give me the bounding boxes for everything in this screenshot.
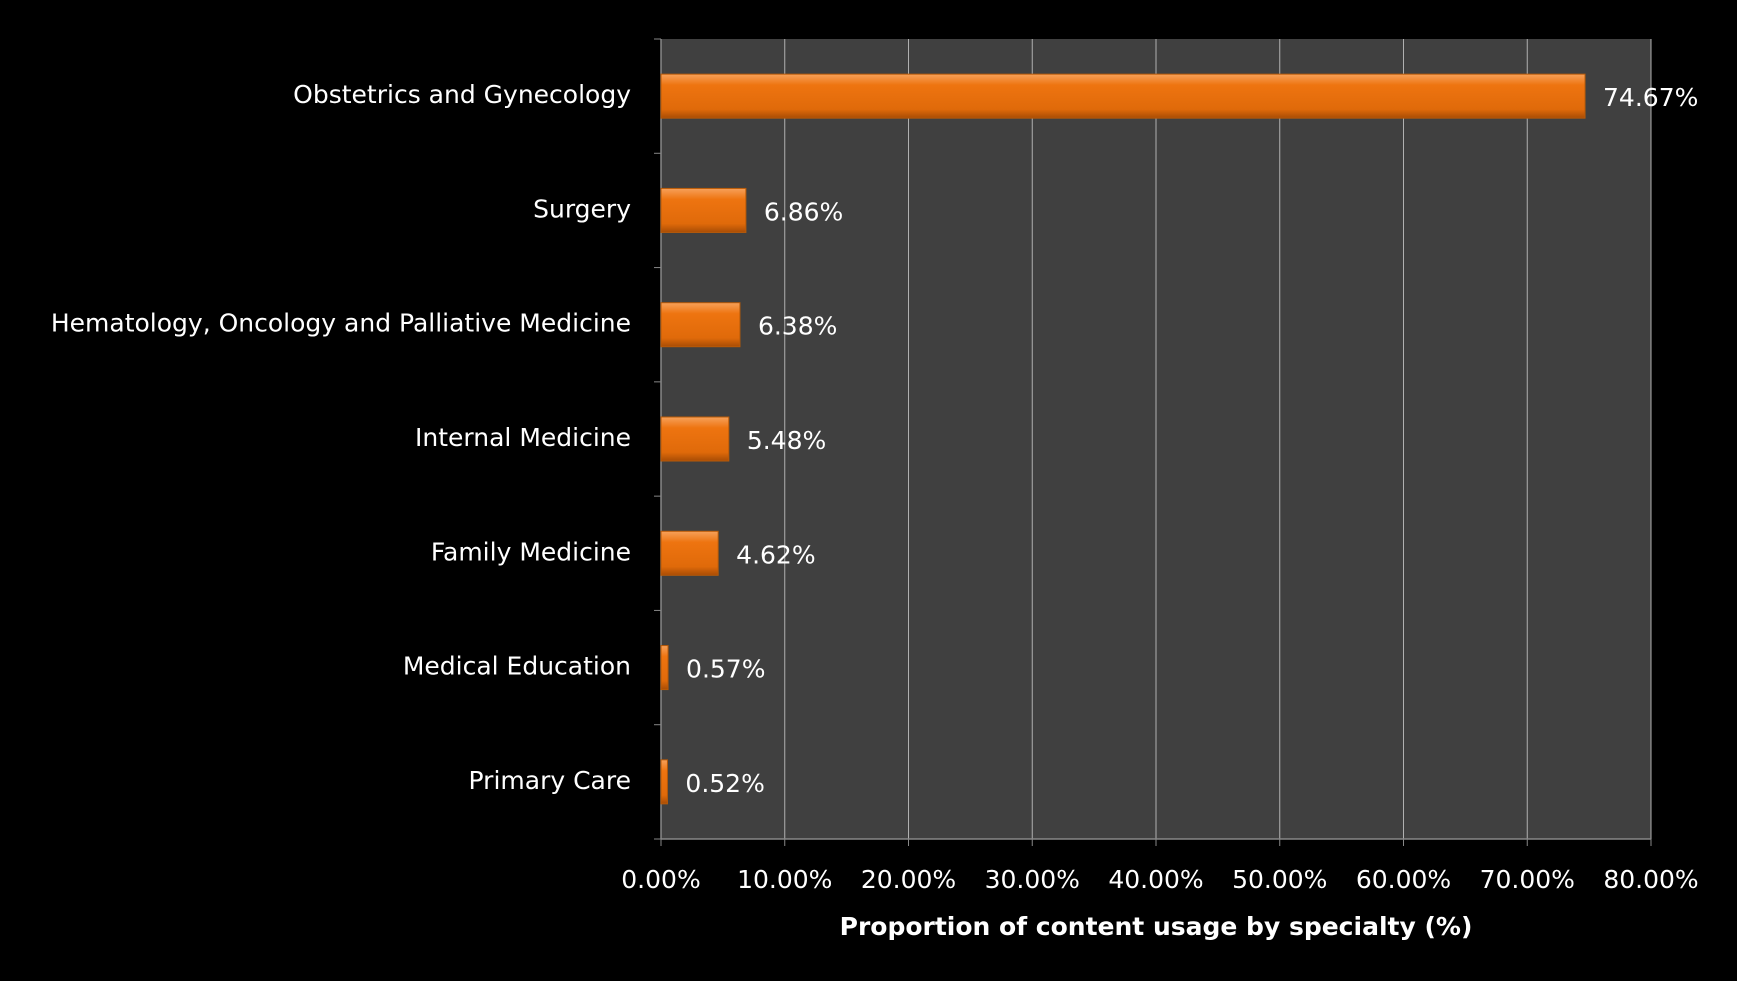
data-label: 0.52% bbox=[685, 769, 764, 798]
y-tick-label: Internal Medicine bbox=[415, 423, 631, 452]
x-tick-label: 50.00% bbox=[1232, 865, 1327, 894]
bar bbox=[660, 759, 668, 805]
bar bbox=[660, 416, 730, 462]
x-tick-label: 70.00% bbox=[1480, 865, 1575, 894]
x-tick-label: 80.00% bbox=[1603, 865, 1698, 894]
data-label: 6.86% bbox=[764, 197, 843, 226]
x-tick-label: 30.00% bbox=[985, 865, 1080, 894]
y-tick-label: Medical Education bbox=[403, 652, 631, 681]
y-tick-label: Surgery bbox=[533, 194, 631, 223]
x-tick-label: 20.00% bbox=[861, 865, 956, 894]
bar bbox=[660, 645, 669, 691]
data-label: 0.57% bbox=[686, 655, 765, 684]
y-tick-label: Obstetrics and Gynecology bbox=[293, 80, 631, 109]
data-label: 4.62% bbox=[736, 540, 815, 569]
data-label: 5.48% bbox=[747, 426, 826, 455]
y-tick-label: Family Medicine bbox=[431, 537, 631, 566]
y-tick-label: Primary Care bbox=[469, 766, 631, 795]
data-label: 6.38% bbox=[758, 312, 837, 341]
bar bbox=[660, 530, 719, 576]
bar bbox=[660, 73, 1586, 119]
x-tick-label: 60.00% bbox=[1356, 865, 1451, 894]
bar bbox=[660, 187, 747, 233]
x-tick-label: 10.00% bbox=[737, 865, 832, 894]
x-tick-label: 40.00% bbox=[1108, 865, 1203, 894]
x-tick-label: 0.00% bbox=[621, 865, 700, 894]
x-axis-title: Proportion of content usage by specialty… bbox=[840, 912, 1473, 941]
y-tick-label: Hematology, Oncology and Palliative Medi… bbox=[51, 309, 631, 338]
bar bbox=[660, 302, 741, 348]
data-label: 74.67% bbox=[1603, 83, 1698, 112]
